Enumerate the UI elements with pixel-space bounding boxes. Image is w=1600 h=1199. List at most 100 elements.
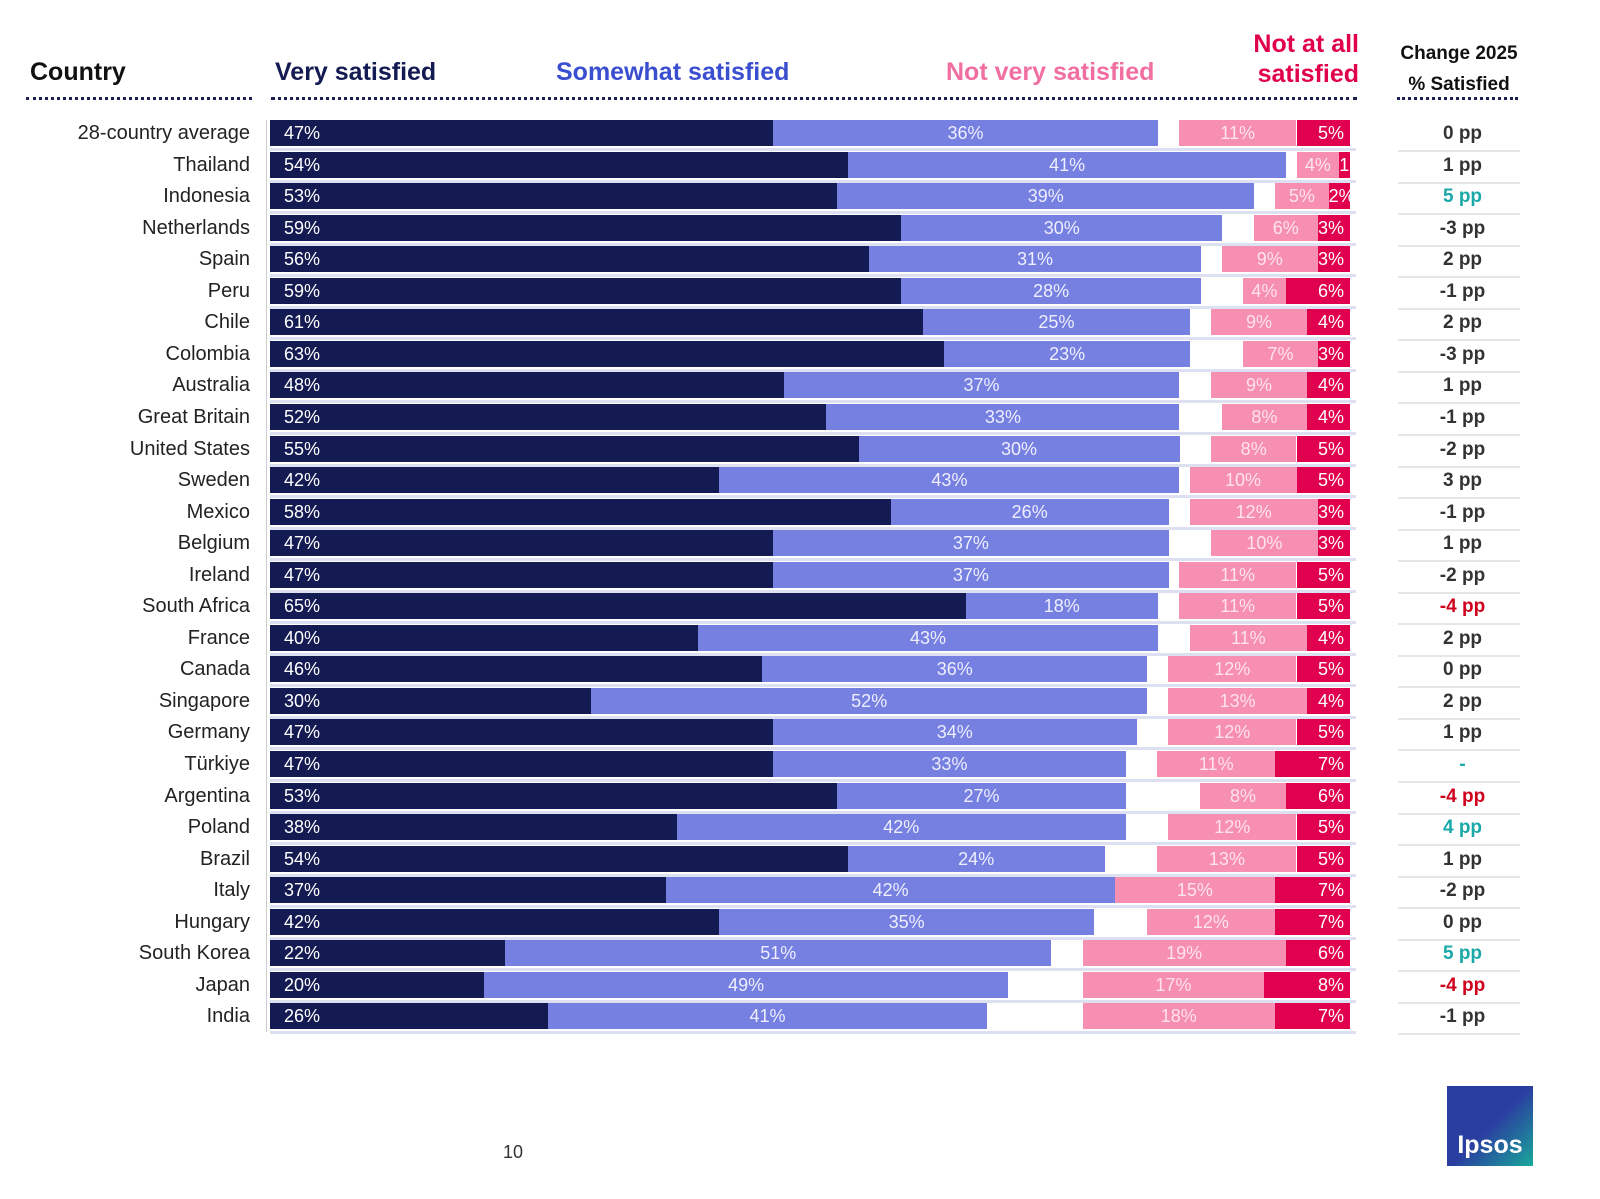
bar-not-very-satisfied: 6% <box>1253 214 1318 241</box>
bar-somewhat-satisfied: 37% <box>772 530 1169 557</box>
bar-not-very-satisfied: 9% <box>1210 309 1308 336</box>
value-label: 7 <box>1317 1006 1328 1027</box>
chart-row: Ireland 47% 37% 5% 11% -2 pp <box>0 561 1600 594</box>
chart-row: Great Britain 52% 33% 4% 8% -1 pp <box>0 403 1600 436</box>
value-label: 20 <box>284 974 305 995</box>
header-change: Change 2025 % Satisfied <box>1398 38 1520 100</box>
bar-not-very-satisfied: 10% <box>1210 530 1318 557</box>
header-country: Country <box>30 58 126 86</box>
change-value: 2 pp <box>1442 312 1483 334</box>
chart-row: Sweden 42% 43% 5% 10% 3 pp <box>0 467 1600 500</box>
chart-row: South Korea 22% 51% 6% 19% 5 pp <box>0 940 1600 973</box>
value-label: 54 <box>284 848 305 869</box>
header-change-line2: % Satisfied <box>1408 74 1510 95</box>
bar-somewhat-satisfied: 37% <box>772 561 1169 588</box>
value-label: 3 <box>1317 533 1328 554</box>
value-label: 22 <box>284 943 305 964</box>
bar-somewhat-satisfied: 27% <box>837 782 1126 809</box>
bar-somewhat-satisfied: 41% <box>847 151 1287 178</box>
row-baseline <box>270 526 1356 530</box>
bar-not-at-all-satisfied: 5% <box>1296 561 1350 588</box>
header-not-at-all-line2: satisfied <box>1257 60 1359 88</box>
country-label: Belgium <box>177 532 250 555</box>
value-label: 53 <box>284 785 305 806</box>
bar-not-at-all-satisfied: 3% <box>1317 340 1350 367</box>
chart-row: Italy 37% 42% 7% 15% -2 pp <box>0 877 1600 910</box>
value-label: 25 <box>1038 312 1059 333</box>
country-label: Ireland <box>188 563 250 586</box>
change-divider <box>1398 1001 1520 1004</box>
value-label: 5 <box>1317 123 1328 143</box>
bar-very-satisfied: 37% <box>270 877 666 904</box>
change-value: 1 pp <box>1442 722 1483 744</box>
page-number: 10 <box>503 1142 524 1162</box>
bar-somewhat-satisfied: 30% <box>901 214 1223 241</box>
bar-not-at-all-satisfied: 7% <box>1275 877 1350 904</box>
bar-somewhat-satisfied: 43% <box>698 624 1159 651</box>
country-label: South Africa <box>142 595 250 618</box>
value-label: 30 <box>284 690 305 711</box>
value-label: 52 <box>851 690 872 711</box>
change-value: -1 pp <box>1439 501 1486 523</box>
change-value: -1 pp <box>1439 1006 1486 1028</box>
value-label: 59 <box>284 280 305 301</box>
change-divider <box>1398 654 1520 657</box>
value-label: 8 <box>1317 974 1328 995</box>
bar-not-at-all-satisfied: 8% <box>1264 971 1350 998</box>
bar-very-satisfied: 42% <box>270 467 720 494</box>
change-divider <box>1398 686 1520 689</box>
value-label: 11 <box>1198 754 1218 774</box>
value-label: 26 <box>284 1006 305 1027</box>
value-label: 63 <box>284 343 305 364</box>
bar-not-at-all-satisfied: 5% <box>1296 845 1350 872</box>
bar-not-very-satisfied: 5% <box>1275 183 1329 210</box>
value-label: 3 <box>1317 249 1328 270</box>
change-value: -2 pp <box>1439 564 1486 586</box>
change-value: 2 pp <box>1442 249 1483 271</box>
bar-not-at-all-satisfied: 6% <box>1285 277 1350 304</box>
country-label: Argentina <box>164 784 250 807</box>
chart-row: South Africa 65% 18% 5% 11% -4 pp <box>0 593 1600 626</box>
value-label: 53 <box>284 186 305 207</box>
chart-row: India 26% 41% 7% 18% -1 pp <box>0 1003 1600 1036</box>
header-not-at-all-satisfied: Not at all satisfied <box>1253 29 1359 89</box>
change-divider <box>1398 339 1520 342</box>
value-label: 2 <box>1328 186 1339 207</box>
bar-very-satisfied: 53% <box>270 183 838 210</box>
chart-row: Belgium 47% 37% 3% 10% 1 pp <box>0 530 1600 563</box>
value-label: 41 <box>749 1006 770 1027</box>
value-label: 9 <box>1246 312 1257 333</box>
value-label: 30 <box>1000 438 1021 459</box>
bar-very-satisfied: 63% <box>270 340 945 367</box>
value-label: 10 <box>1224 470 1245 491</box>
chart-row: Chile 61% 25% 4% 9% 2 pp <box>0 309 1600 342</box>
value-label: 47 <box>284 722 305 743</box>
bar-very-satisfied: 52% <box>270 403 827 430</box>
country-label: Netherlands <box>142 216 250 239</box>
country-label: Japan <box>195 973 251 996</box>
country-label: Spain <box>198 248 250 271</box>
bar-not-very-satisfied: 13% <box>1168 687 1308 714</box>
bar-somewhat-satisfied: 33% <box>826 403 1180 430</box>
country-label: Germany <box>167 721 250 744</box>
change-divider <box>1398 938 1520 941</box>
bar-not-at-all-satisfied: 2% <box>1328 183 1355 210</box>
header-change-line1: Change 2025 <box>1400 43 1518 64</box>
change-value: -4 pp <box>1439 785 1486 807</box>
bar-very-satisfied: 54% <box>270 845 848 872</box>
value-label: 59 <box>284 217 305 238</box>
chart-row: Canada 46% 36% 5% 12% 0 pp <box>0 656 1600 689</box>
bar-not-very-satisfied: 11% <box>1189 624 1308 651</box>
chart-row: Indonesia 53% 39% 2% 5% 5 pp <box>0 183 1600 216</box>
header-not-at-all-line1: Not at all <box>1253 30 1359 58</box>
bar-not-very-satisfied: 9% <box>1210 372 1308 399</box>
row-baseline <box>270 968 1356 972</box>
row-baseline <box>270 337 1356 341</box>
change-value: 2 pp <box>1442 690 1483 712</box>
bar-very-satisfied: 56% <box>270 246 870 273</box>
bar-somewhat-satisfied: 52% <box>591 687 1148 714</box>
row-baseline <box>270 305 1356 309</box>
bar-very-satisfied: 46% <box>270 656 763 683</box>
bar-not-at-all-satisfied: 3% <box>1317 498 1350 525</box>
row-baseline <box>270 621 1356 625</box>
